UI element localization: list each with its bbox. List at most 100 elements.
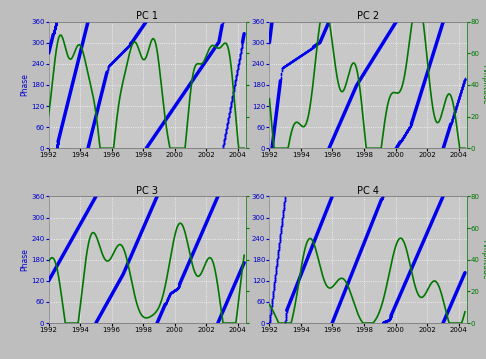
Point	[403, 129, 411, 134]
Point	[268, 302, 276, 308]
Point	[450, 112, 457, 118]
Point	[399, 136, 406, 141]
Point	[172, 287, 179, 293]
Point	[234, 65, 242, 70]
Point	[452, 104, 460, 110]
Point	[385, 317, 393, 323]
Point	[457, 87, 465, 93]
Point	[451, 109, 458, 115]
Point	[52, 22, 60, 27]
Point	[278, 214, 286, 220]
Point	[52, 21, 60, 27]
Point	[164, 297, 172, 302]
Point	[225, 116, 232, 122]
Point	[454, 99, 462, 104]
Point	[238, 46, 245, 52]
Point	[277, 231, 284, 237]
Point	[112, 55, 120, 61]
Point	[460, 79, 468, 84]
Point	[382, 318, 389, 324]
Point	[164, 296, 172, 302]
Point	[105, 62, 113, 68]
Point	[165, 292, 173, 298]
Point	[386, 315, 394, 321]
Point	[170, 288, 178, 294]
Point	[449, 115, 456, 121]
Point	[401, 131, 409, 136]
Point	[460, 80, 468, 86]
Point	[284, 61, 292, 67]
Point	[285, 60, 293, 66]
Point	[266, 316, 274, 322]
Point	[51, 24, 59, 30]
Point	[382, 318, 390, 324]
Point	[170, 288, 178, 294]
Point	[53, 144, 61, 149]
Point	[227, 99, 235, 104]
Point	[402, 129, 410, 135]
Point	[270, 285, 278, 291]
Point	[297, 52, 305, 58]
Point	[401, 131, 409, 137]
Point	[451, 106, 459, 112]
Point	[397, 139, 404, 144]
Point	[404, 127, 412, 132]
Point	[454, 97, 462, 102]
Point	[275, 248, 282, 254]
Point	[460, 80, 468, 86]
Point	[273, 265, 280, 271]
Point	[268, 301, 276, 307]
Point	[228, 93, 236, 99]
Point	[266, 317, 274, 322]
Point	[122, 46, 129, 52]
Point	[454, 97, 462, 103]
Point	[269, 292, 277, 298]
Point	[232, 75, 240, 81]
Point	[165, 293, 173, 299]
Point	[270, 283, 278, 289]
Point	[235, 61, 243, 67]
Point	[298, 51, 306, 57]
Point	[168, 289, 176, 295]
Point	[53, 144, 61, 149]
Point	[384, 317, 392, 323]
Point	[109, 59, 117, 65]
Point	[400, 132, 408, 138]
Point	[459, 84, 467, 89]
Point	[121, 47, 128, 53]
Point	[104, 66, 112, 72]
Point	[127, 41, 135, 47]
Point	[407, 122, 415, 127]
Point	[106, 61, 114, 67]
Point	[283, 62, 291, 68]
Point	[52, 145, 60, 151]
Point	[399, 134, 407, 140]
Point	[302, 49, 310, 55]
Point	[171, 288, 178, 293]
Point	[288, 59, 295, 65]
Point	[53, 143, 61, 148]
Point	[460, 81, 468, 87]
Point	[387, 313, 395, 319]
Point	[173, 286, 180, 292]
Point	[167, 290, 175, 295]
Point	[123, 44, 131, 50]
Point	[304, 48, 312, 54]
Point	[54, 141, 62, 146]
Point	[450, 111, 458, 117]
Point	[50, 31, 57, 37]
Point	[50, 28, 58, 34]
Point	[268, 303, 276, 309]
Point	[166, 290, 174, 296]
Point	[383, 318, 391, 323]
Point	[283, 61, 291, 67]
Point	[309, 45, 316, 50]
Point	[379, 195, 386, 200]
Point	[237, 47, 245, 53]
Point	[174, 285, 181, 291]
Point	[53, 144, 61, 150]
Point	[454, 99, 462, 105]
Point	[281, 64, 289, 69]
Point	[54, 140, 62, 146]
Point	[279, 210, 287, 216]
